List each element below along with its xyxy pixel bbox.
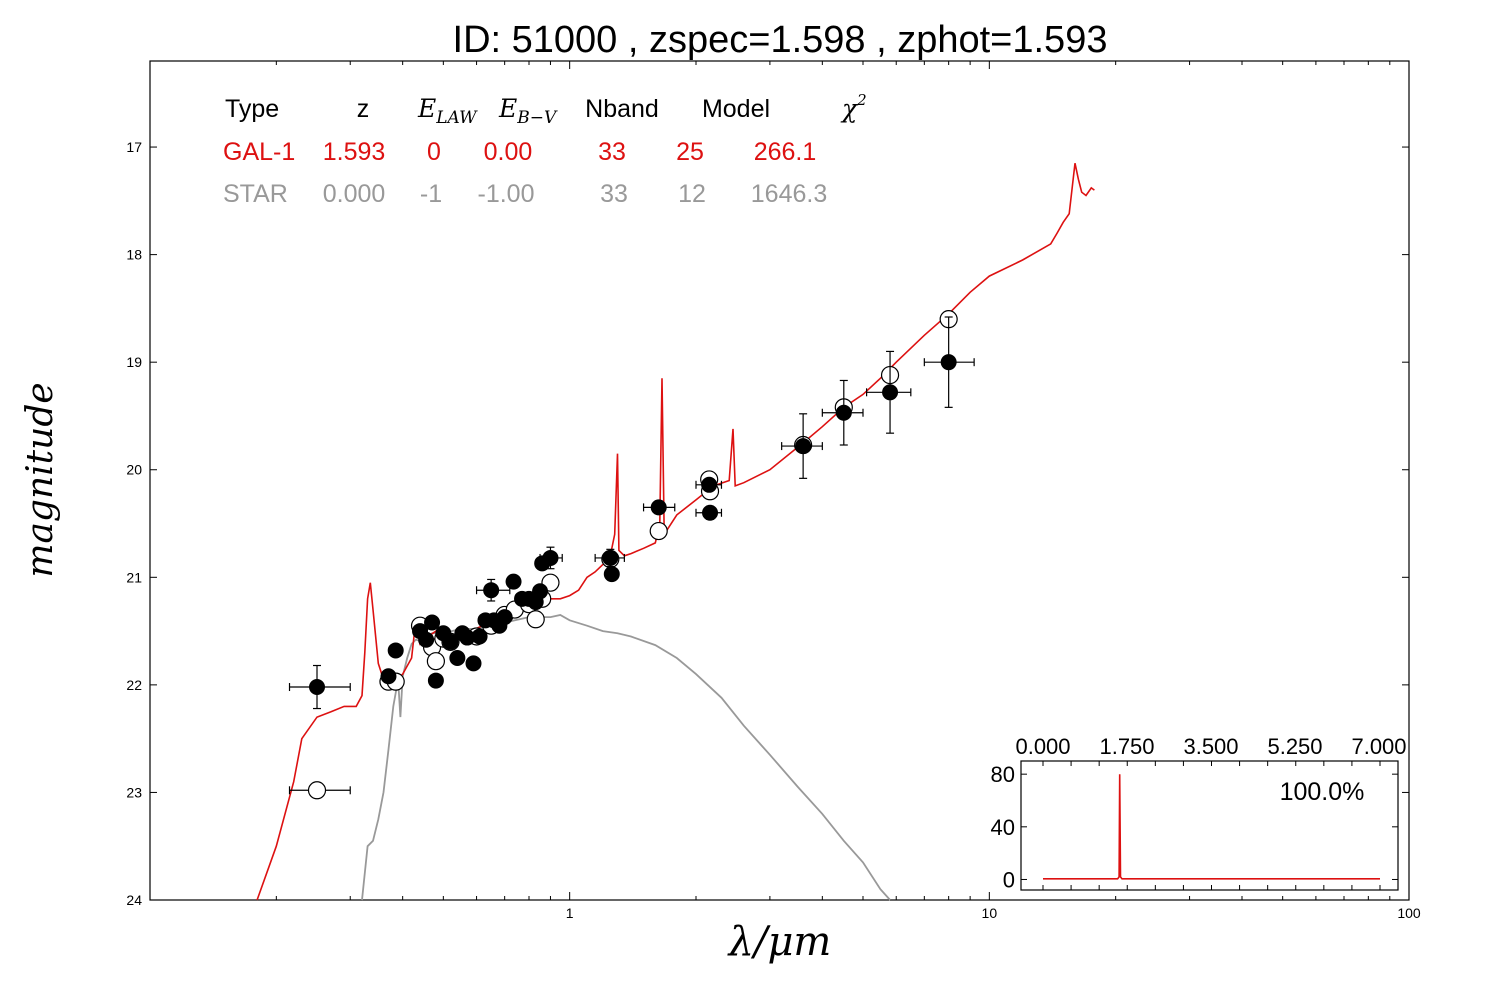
observed-magnitude-point xyxy=(835,404,852,421)
y-tick-label: 21 xyxy=(126,569,142,585)
main-axis-ticks: 17 18 19 20 21 22 23 24 1 10 100 xyxy=(126,61,1421,921)
y-tick-label: 18 xyxy=(126,247,142,263)
pdz-x-tick-label: 0.000 xyxy=(1015,734,1070,759)
observed-magnitude-point xyxy=(603,566,620,583)
observed-magnitude-point xyxy=(427,672,444,689)
header-type: Type xyxy=(225,95,279,123)
pdz-inset-frame xyxy=(1020,760,1399,891)
star-model: 12 xyxy=(678,180,706,208)
pdz-y-tick-label: 80 xyxy=(991,762,1015,787)
table-row-star: STAR 0.000 -1 -1.00 33 12 1646.3 xyxy=(223,180,827,208)
observed-magnitude-point xyxy=(940,354,957,371)
y-tick-label: 22 xyxy=(126,677,142,693)
gal-chi2: 266.1 xyxy=(754,138,817,166)
pdz-x-tick-label: 7.000 xyxy=(1351,734,1406,759)
observed-magnitude-point xyxy=(418,631,435,648)
fit-table: Type z ELAW EB−V Nband Model χ2 GAL-1 1.… xyxy=(223,91,867,208)
observed-magnitude-point xyxy=(602,549,619,566)
header-elaw: ELAW xyxy=(417,94,478,128)
model-magnitude-point xyxy=(307,781,327,800)
star-nband: 33 xyxy=(600,180,628,208)
observed-magnitude-point xyxy=(505,573,522,590)
observed-magnitude-point xyxy=(542,549,559,566)
pdz-x-tick-label: 1.750 xyxy=(1099,734,1154,759)
x-tick-label: 100 xyxy=(1397,905,1421,921)
galaxy-model-line xyxy=(256,163,1095,901)
observed-magnitude-point xyxy=(650,499,667,516)
x-tick-label: 1 xyxy=(566,905,574,921)
gal-z: 1.593 xyxy=(323,138,386,166)
gal-nband: 33 xyxy=(598,138,626,166)
model-magnitude-point xyxy=(526,610,545,629)
observed-magnitude-point xyxy=(702,504,719,521)
table-row-galaxy: GAL-1 1.593 0 0.00 33 25 266.1 xyxy=(223,138,816,166)
gal-model: 25 xyxy=(676,138,704,166)
observed-magnitude-point xyxy=(795,438,812,455)
x-axis-label: λ/μm xyxy=(727,919,832,965)
star-elaw: -1 xyxy=(420,180,442,208)
gal-elaw: 0 xyxy=(427,138,441,166)
observed-magnitude-point xyxy=(496,609,513,626)
pdz-curve xyxy=(1043,774,1380,880)
header-model: Model xyxy=(702,95,770,123)
observed-magnitude-point xyxy=(532,583,549,600)
header-ebv: EB−V xyxy=(498,94,558,128)
star-z: 0.000 xyxy=(323,180,386,208)
photometry-points xyxy=(288,310,975,800)
observed-magnitude-point xyxy=(387,642,404,659)
y-tick-label: 17 xyxy=(126,139,142,155)
observed-magnitude-point xyxy=(465,655,482,672)
gal-ebv: 0.00 xyxy=(484,138,533,166)
header-chi2: χ2 xyxy=(840,91,867,123)
model-magnitude-point xyxy=(649,521,668,541)
y-axis-label: magnitude xyxy=(20,382,61,577)
pdz-line xyxy=(1043,774,1380,880)
observed-magnitude-point xyxy=(424,614,441,631)
pdz-inset: 0.000 1.750 3.500 5.250 7.000 0 40 80 100.0% xyxy=(991,734,1407,892)
gal-type: GAL-1 xyxy=(223,138,295,166)
observed-magnitude-point xyxy=(882,384,899,401)
pdz-annotation: 100.0% xyxy=(1280,778,1365,806)
pdz-x-tick-label: 3.500 xyxy=(1183,734,1238,759)
observed-magnitude-point xyxy=(449,649,466,666)
galaxy-model-curve xyxy=(256,163,1095,901)
header-z: z xyxy=(357,95,370,123)
observed-magnitude-point xyxy=(309,679,326,696)
y-tick-label: 24 xyxy=(126,892,142,908)
chart-title: ID: 51000 , zspec=1.598 , zphot=1.593 xyxy=(453,19,1108,61)
observed-magnitude-point xyxy=(701,476,718,493)
x-tick-label: 10 xyxy=(982,905,998,921)
pdz-y-tick-label: 0 xyxy=(1003,867,1015,892)
y-tick-label: 20 xyxy=(126,462,142,478)
pdz-x-tick-label: 5.250 xyxy=(1267,734,1322,759)
observed-magnitude-point xyxy=(471,628,488,645)
star-ebv: -1.00 xyxy=(478,180,535,208)
star-type: STAR xyxy=(223,180,288,208)
y-tick-label: 19 xyxy=(126,354,142,370)
star-chi2: 1646.3 xyxy=(751,180,827,208)
pdz-inset-ticks: 0.000 1.750 3.500 5.250 7.000 0 40 80 xyxy=(991,734,1407,892)
plot-frame xyxy=(149,60,1410,901)
observed-magnitude-point xyxy=(483,582,500,599)
model-magnitude-point xyxy=(426,652,445,671)
observed-magnitude-point xyxy=(380,668,397,685)
y-tick-label: 23 xyxy=(126,784,142,800)
pdz-y-tick-label: 40 xyxy=(991,815,1015,840)
header-nband: Nband xyxy=(585,95,659,123)
observed-magnitude-point xyxy=(442,633,459,650)
